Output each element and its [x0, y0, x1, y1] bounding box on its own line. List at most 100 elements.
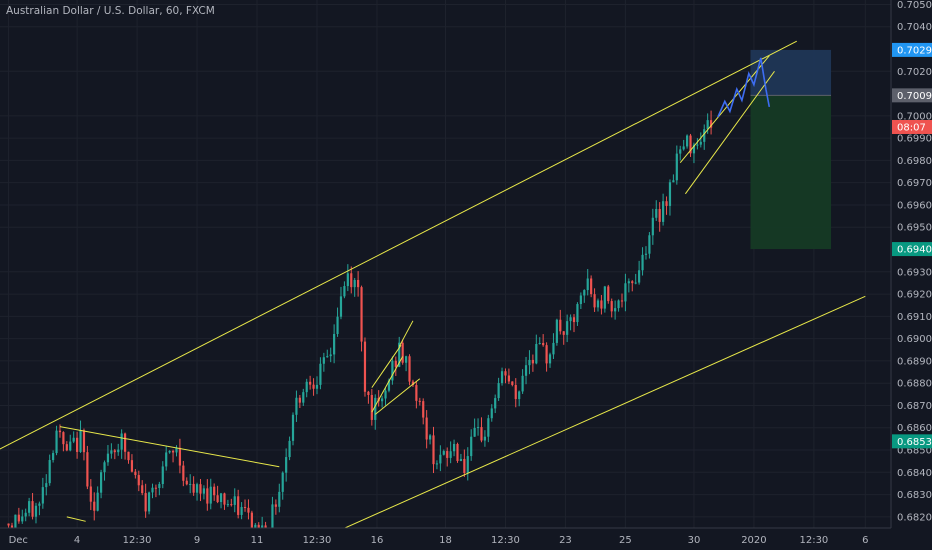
- candle-body: [593, 294, 596, 308]
- candle-body: [494, 398, 497, 409]
- candle-body: [357, 279, 360, 288]
- candle-body: [206, 488, 209, 504]
- target-zone: [750, 95, 832, 250]
- candle-body: [569, 317, 572, 322]
- x-tick-label: 16: [371, 535, 384, 546]
- candle-body: [432, 435, 435, 465]
- candle-body: [524, 365, 528, 376]
- candle-body: [189, 483, 192, 485]
- candle-body: [52, 453, 55, 461]
- candle-body: [459, 458, 463, 462]
- grid-layer: [0, 0, 891, 528]
- candle-body: [58, 430, 62, 433]
- candle-body: [69, 441, 72, 451]
- candle-body: [610, 301, 613, 312]
- price-badge-label: 0.70296: [897, 45, 932, 56]
- candle-body: [127, 451, 130, 461]
- candle-body: [552, 342, 555, 355]
- candle-body: [699, 141, 702, 145]
- candle-body: [233, 496, 236, 505]
- candle-body: [590, 278, 593, 295]
- candle-body: [634, 282, 637, 284]
- candle-body: [34, 505, 38, 517]
- candle-body: [466, 456, 469, 474]
- candle-body: [446, 451, 449, 458]
- price-badge: [892, 434, 932, 449]
- candle-body: [483, 436, 487, 441]
- candle-body: [428, 435, 432, 440]
- x-tick-label: 23: [559, 535, 572, 546]
- price-badge: [892, 42, 932, 57]
- candle-body: [425, 417, 428, 440]
- candle-body: [141, 485, 144, 494]
- candle-body: [394, 360, 397, 367]
- candle-body: [456, 443, 459, 462]
- candle-body: [182, 465, 185, 481]
- candle-body: [165, 452, 168, 467]
- candle-body: [93, 501, 96, 511]
- candle-body: [418, 400, 421, 402]
- candle-body: [209, 486, 212, 504]
- candle-body: [675, 153, 678, 181]
- candle-body: [586, 278, 589, 291]
- candle-body: [651, 217, 654, 236]
- candle-body: [507, 375, 510, 382]
- x-tick-label: 12:30: [799, 535, 828, 546]
- candle-body: [596, 300, 600, 308]
- candle-body: [360, 287, 363, 342]
- candle-body: [154, 487, 158, 489]
- trendline: [679, 55, 770, 163]
- candle-body: [449, 451, 452, 458]
- candle-body: [237, 496, 240, 515]
- chart-title: Australian Dollar / U.S. Dollar, 60, FXC…: [6, 5, 215, 17]
- candle-body: [353, 279, 356, 288]
- candle-body: [367, 391, 370, 396]
- candle-body: [435, 463, 439, 465]
- candle-body: [171, 450, 175, 453]
- candle-body: [17, 514, 20, 522]
- candle-body: [161, 466, 164, 485]
- candle-body: [192, 483, 195, 493]
- candle-body: [144, 493, 147, 512]
- candle-body: [178, 447, 182, 466]
- candle-body: [521, 375, 524, 392]
- candle-body: [583, 290, 586, 296]
- candle-body: [7, 523, 10, 526]
- candle-body: [134, 471, 137, 476]
- candle-body: [439, 454, 442, 464]
- x-tick-label: 4: [74, 535, 80, 546]
- candle-body: [514, 384, 517, 400]
- candle-body: [130, 460, 134, 472]
- candle-body: [572, 317, 576, 323]
- trendline: [684, 70, 775, 195]
- candle-body: [123, 433, 127, 452]
- candle-body: [336, 316, 339, 334]
- candle-body: [96, 492, 99, 511]
- candle-body: [14, 514, 17, 528]
- candle-body: [65, 444, 68, 451]
- candle-body: [665, 201, 668, 206]
- candle-body: [442, 451, 445, 455]
- candle-body: [322, 357, 325, 364]
- candle-body: [250, 512, 253, 530]
- candle-body: [274, 504, 277, 507]
- candle-body: [213, 486, 216, 496]
- candle-body: [333, 333, 336, 355]
- candle-body: [476, 427, 480, 429]
- candle-body: [422, 401, 425, 418]
- candle-body: [381, 398, 384, 402]
- x-tick-label: 6: [862, 535, 868, 546]
- trendline: [0, 40, 797, 450]
- candle-body: [278, 491, 281, 507]
- candle-body: [21, 516, 24, 522]
- candle-body: [480, 427, 483, 441]
- candle-body: [470, 436, 473, 457]
- time-axis-panel: [0, 528, 932, 550]
